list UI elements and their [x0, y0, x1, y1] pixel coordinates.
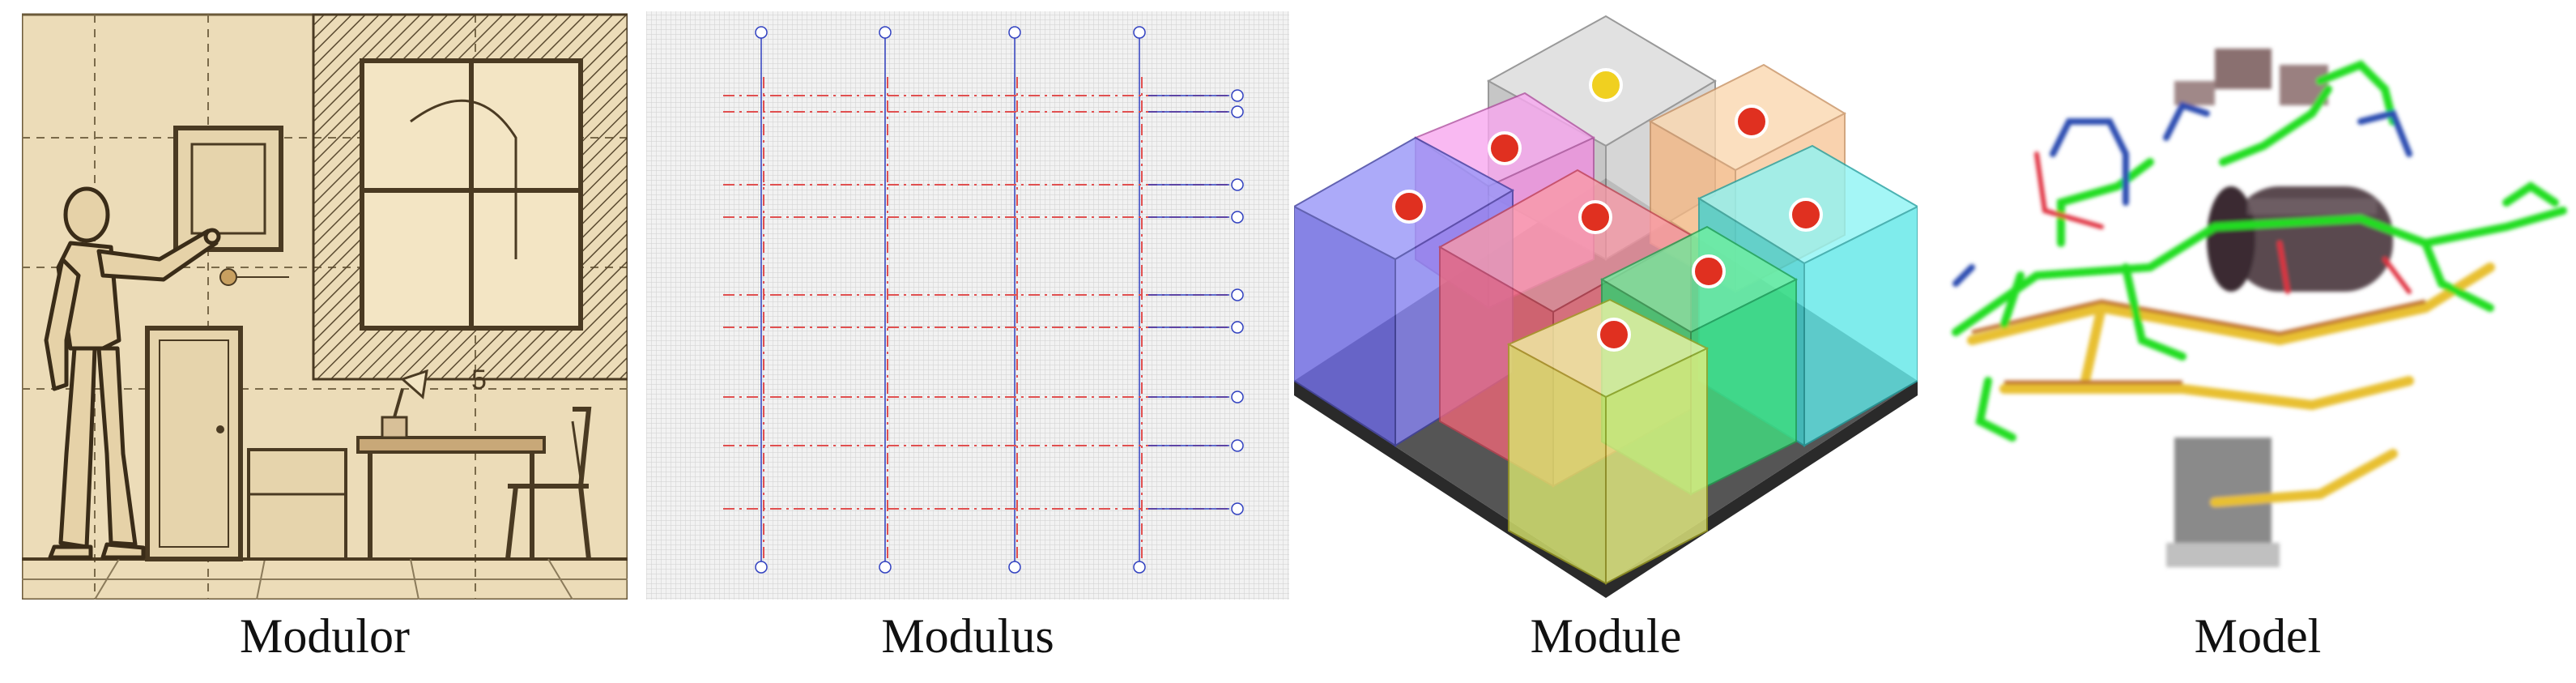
grid-bubble	[1231, 105, 1244, 118]
grid-bubble	[1231, 211, 1244, 224]
grid-bubble	[1231, 178, 1244, 191]
desk-icon	[356, 436, 546, 559]
chair-icon	[505, 407, 592, 560]
grid-bubble	[879, 561, 892, 574]
module-yellow	[1506, 298, 1710, 585]
grid-bubble	[1231, 439, 1244, 452]
pipe-yellow	[1967, 263, 2495, 507]
grid-bubble	[1231, 89, 1244, 102]
grid-bubble	[1133, 26, 1146, 39]
modulor-sketch: 5	[22, 13, 628, 600]
grid-bubble	[1231, 288, 1244, 301]
caption-model: Model	[2194, 609, 2322, 663]
human-figure-icon	[44, 186, 221, 560]
model-render	[1952, 49, 2567, 567]
caption-modulus: Modulus	[881, 609, 1054, 663]
sketch-number: 5	[471, 365, 487, 395]
pipe-red	[2034, 152, 2412, 294]
picture-frame-icon	[173, 126, 283, 252]
caption-modulor: Modulor	[240, 609, 410, 663]
grid-bubble	[755, 26, 768, 39]
modulus-panel	[646, 0, 1289, 600]
grid-bubble	[1133, 561, 1146, 574]
modulus-grid	[646, 11, 1289, 600]
grid-background	[646, 11, 1289, 600]
marker-icon	[1392, 68, 1823, 352]
grid-bubble	[755, 561, 768, 574]
grid-bubble	[1008, 561, 1021, 574]
tank-icon	[2207, 186, 2393, 292]
modulor-panel: 5	[22, 0, 628, 600]
module-blocks	[1294, 15, 1918, 598]
floor-tiles	[22, 558, 628, 600]
grid-bubble	[1231, 391, 1244, 403]
pipe-brown	[1971, 299, 2426, 385]
window-icon	[312, 13, 628, 381]
door-icon	[145, 326, 243, 561]
desk-lamp-icon	[381, 369, 428, 439]
grid-bubble	[1231, 502, 1244, 515]
caption-module: Module	[1530, 609, 1682, 663]
model-panel	[1939, 0, 2576, 600]
equipment-icon	[2166, 49, 2328, 567]
pipe-blue	[1952, 101, 2412, 287]
grid-bubble	[1231, 321, 1244, 334]
cabinet-icon	[247, 448, 347, 561]
module-panel	[1294, 0, 1918, 600]
grid-bubble	[879, 26, 892, 39]
pipe-green	[1952, 60, 2567, 442]
grid-bubble	[1008, 26, 1021, 39]
